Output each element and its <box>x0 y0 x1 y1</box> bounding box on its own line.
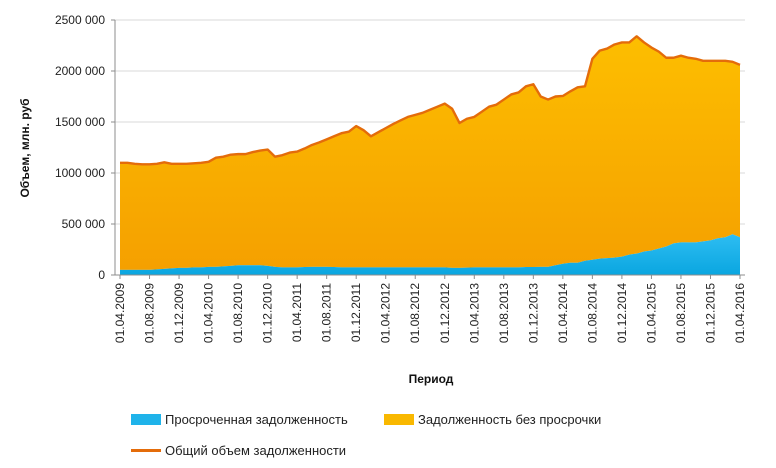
line-total-debt <box>120 35 741 166</box>
x-axis-title: Период <box>409 372 454 386</box>
x-tick-label: 01.12.2009 <box>172 283 186 343</box>
x-tick-label: 01.04.2009 <box>113 283 127 343</box>
y-tick-label: 1500 000 <box>55 115 105 129</box>
x-tick-label: 01.08.2012 <box>408 283 422 343</box>
y-axis-title: Объем, млн. руб <box>18 98 32 197</box>
y-tick-label: 2500 000 <box>55 13 105 27</box>
x-tick-label: 01.12.2010 <box>261 283 275 343</box>
y-tick-label: 500 000 <box>62 217 106 231</box>
y-tick-label: 1000 000 <box>55 166 105 180</box>
y-tick-label: 2000 000 <box>55 64 105 78</box>
x-tick-labels: 01.04.2009 01.08.2009 01.12.2009 01.04.2010… <box>113 275 747 343</box>
x-tick-label: 01.04.2014 <box>556 283 570 343</box>
x-tick-label: 01.12.2012 <box>438 283 452 343</box>
x-tick-label: 01.12.2011 <box>349 283 363 342</box>
y-tick-labels: 0 500 000 1000 000 1500 000 2000 000 2500 000 <box>55 13 115 282</box>
x-tick-label: 01.08.2010 <box>231 283 245 343</box>
axes <box>114 20 745 276</box>
x-tick-label: 01.12.2015 <box>703 283 717 343</box>
x-tick-label: 01.08.2014 <box>585 283 599 343</box>
y-tick-label: 0 <box>98 268 105 282</box>
x-tick-label: 01.04.2010 <box>202 283 216 343</box>
x-tick-label: 01.08.2013 <box>497 283 511 343</box>
x-tick-label: 01.08.2015 <box>674 283 688 343</box>
area-overdue-debt <box>120 234 740 275</box>
area-current-debt <box>120 36 740 270</box>
x-tick-label: 01.12.2014 <box>615 283 629 343</box>
x-tick-label: 01.04.2015 <box>644 283 658 343</box>
x-tick-label: 01.08.2009 <box>143 283 157 343</box>
x-tick-label: 01.04.2013 <box>467 283 481 343</box>
plot-areas <box>120 35 741 275</box>
x-tick-label: 01.04.2011 <box>290 283 304 342</box>
x-tick-label: 01.12.2013 <box>526 283 540 343</box>
x-tick-label: 01.04.2016 <box>733 283 747 343</box>
x-tick-label: 01.04.2012 <box>379 283 393 343</box>
x-tick-label: 01.08.2011 <box>320 283 334 342</box>
